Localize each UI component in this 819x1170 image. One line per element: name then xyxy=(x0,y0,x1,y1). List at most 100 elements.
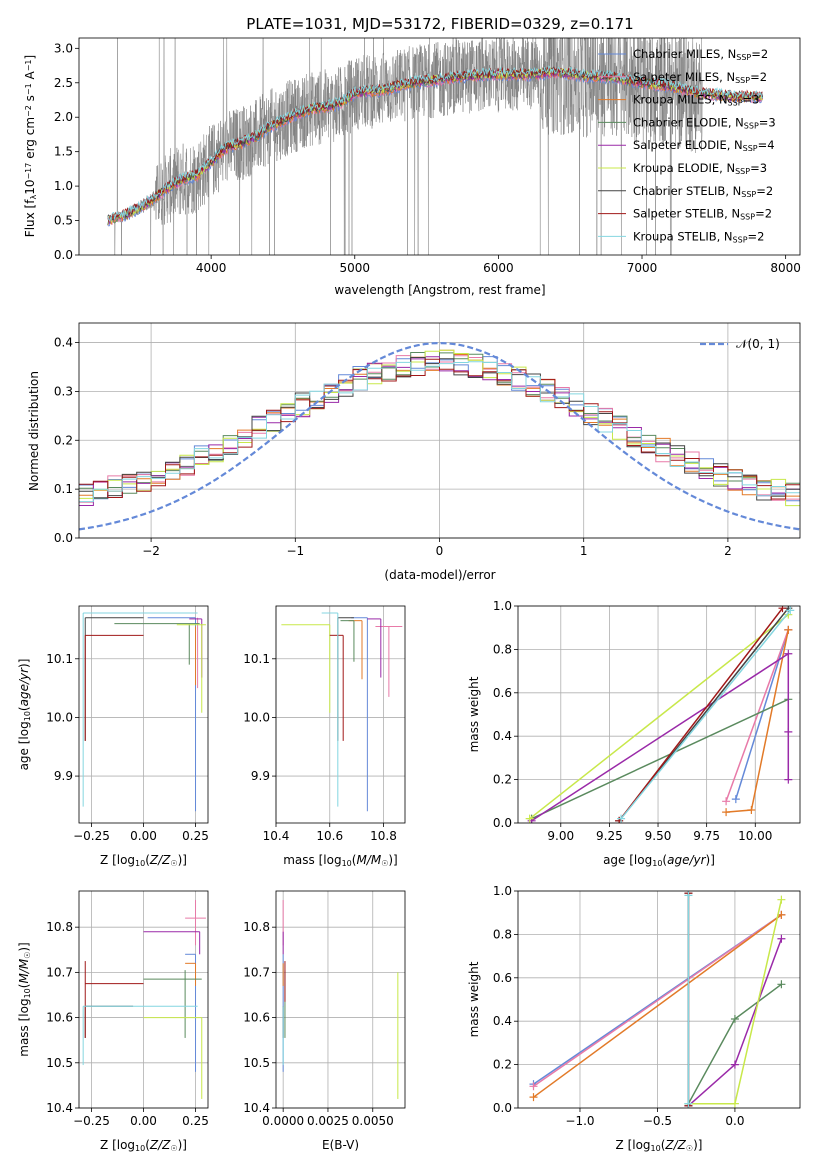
axes-border xyxy=(517,890,801,1109)
y-tick-label: 10.8 xyxy=(243,920,270,934)
y-tick-label: 0.2 xyxy=(493,1058,512,1072)
x-tick-label: 6000 xyxy=(483,261,514,275)
weight-marker xyxy=(784,625,793,634)
x-tick-label: 10.6 xyxy=(316,829,343,843)
weight-marker xyxy=(525,814,534,823)
spectrum-axes: 4000 5000 6000 7000 8000 0.0 0.5 1.0 1.5 2.0 2.5 3.… xyxy=(23,37,801,297)
weight-marker xyxy=(722,797,731,806)
axes-frame: 0.0000 0.0025 0.0050 10.4 10.5 10.6 10.7 10.8 E(… xyxy=(243,890,406,1152)
weight-marker xyxy=(747,805,756,814)
legend-label: 𝒩(0, 1) xyxy=(736,337,780,351)
axes-frame: 4000 5000 6000 7000 8000 0.0 0.5 1.0 1.5 2.0 2.5 3.… xyxy=(23,37,801,297)
y-tick-label: 10.5 xyxy=(46,1056,73,1070)
axes-frame: −2 −1 0 1 2 0.0 0.1 0.2 0.3 0.4 𝒩(0, 1) (data-model… xyxy=(27,322,801,582)
x-tick-label: −0.25 xyxy=(73,829,110,843)
y-tick-label: 0.1 xyxy=(54,482,73,496)
plot-area xyxy=(82,900,206,1099)
x-tick-label: 0.25 xyxy=(182,829,209,843)
weight-marker xyxy=(777,910,786,919)
weight-line-1 xyxy=(533,914,782,1087)
x-tick-label: 5000 xyxy=(339,261,370,275)
legend-label: Kroupa STELIB, NSSP=2 xyxy=(633,229,764,244)
x-tick-label: 10.8 xyxy=(370,829,397,843)
x-tick-label: 8000 xyxy=(770,261,801,275)
weight-marker xyxy=(778,606,787,613)
weight-marker xyxy=(730,1060,739,1069)
x-axis-label: wavelength [Angstrom, rest frame] xyxy=(334,283,545,297)
x-tick-label: −1.0 xyxy=(565,1114,594,1128)
legend: Chabrier MILES, NSSP=2 Salpeter MILES, NS… xyxy=(598,47,776,244)
weight-marker xyxy=(529,1082,538,1091)
x-tick-label: 4000 xyxy=(196,261,227,275)
y-axis-label: age [log10(age/yr)] xyxy=(17,659,32,771)
y-tick-label: 10.6 xyxy=(46,1011,73,1025)
y-tick-label: 10.8 xyxy=(46,920,73,934)
x-tick-label: −2 xyxy=(142,544,160,558)
x-tick-label: 0.0050 xyxy=(352,1114,394,1128)
x-axis-label: age [log10(age/yr)] xyxy=(603,853,715,868)
weight-line-8 xyxy=(620,609,791,820)
x-tick-label: 10.4 xyxy=(263,829,290,843)
x-axis-label: (data-model)/error xyxy=(384,568,495,582)
plot-area xyxy=(529,891,786,1108)
y-tick-label: 1.5 xyxy=(54,145,73,159)
x-tick-label: −1 xyxy=(286,544,304,558)
normal-curve xyxy=(79,341,800,531)
plot-area xyxy=(79,341,800,531)
x-axis-label: Z [log10(Z/Z☉)] xyxy=(100,853,187,868)
weight-marker xyxy=(617,814,626,823)
legend-label: Salpeter MILES, NSSP=2 xyxy=(633,70,767,85)
x-tick-label: 9.75 xyxy=(693,829,720,843)
x-tick-label: −0.25 xyxy=(73,1114,110,1128)
y-tick-label: 0.5 xyxy=(54,214,73,228)
x-tick-label: 0.0025 xyxy=(307,1114,349,1128)
weight-vs-age-axes: 9.00 9.25 9.50 9.75 10.00 0.0 0.2 0.4 0.6 0.8 1.0 a… xyxy=(467,599,801,868)
y-axis-label: mass [log10(M/M☉)] xyxy=(17,942,32,1057)
weight-marker xyxy=(731,795,740,804)
axes-frame: −0.25 0.00 0.25 9.9 10.0 10.1 Z [log10(Z/Z☉)] a… xyxy=(17,605,209,868)
x-tick-label: −0.5 xyxy=(643,1114,672,1128)
y-tick-label: 0.6 xyxy=(493,971,512,985)
axes-frame: 10.4 10.6 10.8 9.9 10.0 10.1 mass [log10(M/M☉)… xyxy=(243,605,406,868)
y-tick-label: 1.0 xyxy=(493,599,512,613)
y-tick-label: 3.0 xyxy=(54,41,73,55)
axes-border xyxy=(275,890,406,1109)
plot-area xyxy=(82,612,206,812)
weight-marker xyxy=(684,891,693,900)
y-tick-label: 2.5 xyxy=(54,76,73,90)
y-axis-label: Flux [fλ10−17 erg cm−2 s−1 A−1] xyxy=(23,55,38,237)
legend-label: Kroupa ELODIE, NSSP=3 xyxy=(633,161,767,176)
y-tick-label: 10.1 xyxy=(46,652,73,666)
x-tick-label: 1 xyxy=(580,544,588,558)
y-tick-label: 0.0 xyxy=(54,248,73,262)
weight-vs-z-axes: −1.0 −0.5 0.0 0.0 0.2 0.4 0.6 0.8 1.0 Z [log10(Z/… xyxy=(467,884,801,1153)
x-tick-label: 0 xyxy=(436,544,444,558)
x-axis-label: mass [log10(M/M☉)] xyxy=(283,853,398,868)
y-tick-label: 0.4 xyxy=(493,729,512,743)
weight-marker xyxy=(730,1015,739,1024)
weight-marker xyxy=(784,727,793,736)
y-tick-label: 0.8 xyxy=(493,642,512,656)
model-spectrum-7 xyxy=(107,66,763,222)
plot-area xyxy=(282,900,399,1099)
x-tick-label: 9.00 xyxy=(547,829,574,843)
y-tick-label: 0.3 xyxy=(54,384,73,398)
x-tick-label: 7000 xyxy=(627,261,658,275)
y-tick-label: 10.0 xyxy=(243,710,270,724)
weight-marker xyxy=(784,649,793,658)
x-tick-label: 0.00 xyxy=(130,829,157,843)
weight-line-4 xyxy=(531,652,790,822)
y-tick-label: 1.0 xyxy=(493,884,512,898)
y-axis-label: mass weight xyxy=(467,676,481,752)
axes-border xyxy=(275,605,406,824)
plot-area xyxy=(281,612,403,812)
weight-line-0 xyxy=(735,629,790,800)
legend-label: Chabrier ELODIE, NSSP=3 xyxy=(633,115,776,130)
axes-frame: 9.00 9.25 9.50 9.75 10.00 0.0 0.2 0.4 0.6 0.8 1.0 a… xyxy=(467,599,801,868)
x-tick-label: 9.25 xyxy=(596,829,623,843)
axes-border xyxy=(517,605,801,824)
x-axis-label: Z [log10(Z/Z☉)] xyxy=(100,1138,187,1153)
weight-line-1 xyxy=(725,629,790,802)
axes-frame: −1.0 −0.5 0.0 0.0 0.2 0.4 0.6 0.8 1.0 Z [log10(Z/… xyxy=(467,884,801,1153)
y-tick-label: 0.4 xyxy=(493,1014,512,1028)
